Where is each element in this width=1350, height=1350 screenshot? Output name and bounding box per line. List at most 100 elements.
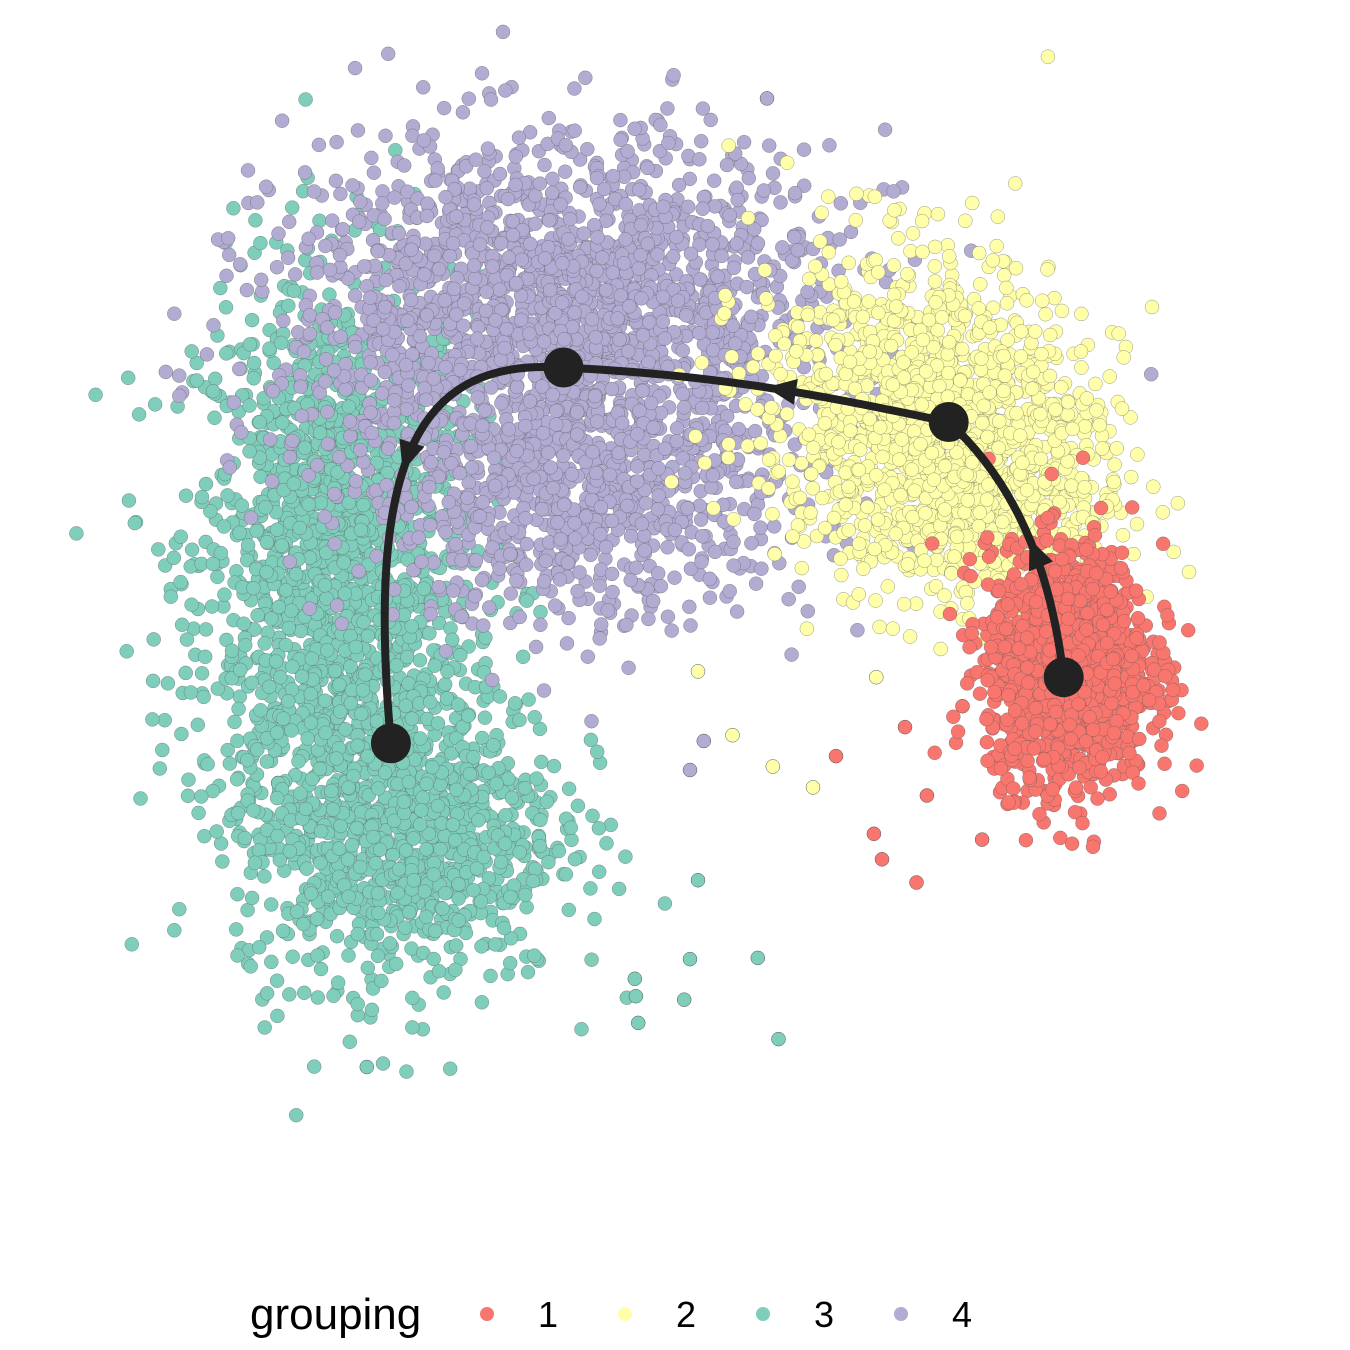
data-point xyxy=(461,91,477,106)
data-point xyxy=(555,256,570,271)
data-point xyxy=(480,141,496,156)
data-point xyxy=(722,583,737,599)
data-point xyxy=(474,66,490,81)
data-point xyxy=(431,261,447,277)
data-point xyxy=(232,361,247,377)
data-point xyxy=(505,227,521,243)
data-point xyxy=(1143,366,1159,382)
data-point xyxy=(237,638,253,653)
data-point xyxy=(466,882,481,898)
data-point xyxy=(653,117,668,133)
data-point xyxy=(243,959,258,974)
data-point xyxy=(396,794,412,810)
data-point xyxy=(589,414,605,429)
data-point xyxy=(416,133,432,148)
data-point xyxy=(850,622,865,638)
data-point xyxy=(401,904,417,920)
data-point xyxy=(404,499,419,515)
data-point xyxy=(341,889,356,904)
data-point xyxy=(559,636,575,651)
data-point xyxy=(311,137,327,153)
data-point xyxy=(348,339,363,355)
data-point xyxy=(485,259,500,274)
data-point xyxy=(467,271,483,286)
data-point xyxy=(285,949,300,964)
data-point xyxy=(493,235,509,251)
data-point xyxy=(265,383,281,399)
data-point xyxy=(385,347,400,363)
data-point xyxy=(576,226,592,241)
data-point xyxy=(249,523,265,539)
data-point xyxy=(317,509,332,524)
data-point xyxy=(705,325,720,340)
data-point xyxy=(657,896,673,911)
data-point xyxy=(276,313,291,329)
data-point xyxy=(832,232,847,247)
data-point xyxy=(356,454,371,470)
data-point xyxy=(196,689,211,705)
data-point xyxy=(179,632,195,647)
data-point xyxy=(727,336,743,351)
data-point xyxy=(736,134,752,150)
data-point xyxy=(474,939,489,954)
data-point xyxy=(486,738,501,753)
data-point xyxy=(492,166,508,182)
data-point xyxy=(631,182,647,198)
data-point xyxy=(350,738,365,753)
data-point xyxy=(294,669,310,684)
data-point xyxy=(145,712,160,727)
data-point xyxy=(497,836,513,851)
data-point xyxy=(345,178,360,193)
data-point xyxy=(478,630,493,645)
data-point xyxy=(508,149,524,164)
data-point xyxy=(590,230,605,245)
data-point xyxy=(599,836,614,851)
data-point xyxy=(640,160,655,176)
data-point xyxy=(400,313,415,329)
data-point xyxy=(415,80,431,95)
data-point xyxy=(274,538,289,553)
series-3 xyxy=(69,92,786,1123)
data-point xyxy=(692,498,707,513)
data-point xyxy=(445,817,461,833)
data-point xyxy=(331,841,347,856)
data-point xyxy=(354,706,369,722)
data-point xyxy=(318,725,333,741)
data-point xyxy=(259,534,275,550)
data-point xyxy=(322,262,338,278)
data-point xyxy=(729,180,744,195)
data-point xyxy=(327,486,342,502)
data-point xyxy=(302,326,318,342)
data-point xyxy=(152,761,168,776)
data-point xyxy=(460,708,476,724)
data-point xyxy=(472,237,488,252)
data-point xyxy=(437,677,453,692)
data-point xyxy=(298,801,314,817)
data-point xyxy=(269,725,285,740)
data-point xyxy=(310,990,326,1005)
data-point xyxy=(281,214,297,230)
data-point xyxy=(483,380,499,395)
data-point xyxy=(269,973,285,988)
data-point xyxy=(633,217,649,233)
data-point xyxy=(281,298,296,313)
data-point xyxy=(352,859,368,875)
data-point xyxy=(356,259,372,274)
data-point xyxy=(682,951,698,967)
data-point xyxy=(293,786,308,801)
data-point xyxy=(476,849,491,865)
data-point xyxy=(356,497,371,513)
data-point xyxy=(537,251,553,266)
data-point xyxy=(287,267,303,282)
data-point xyxy=(278,583,294,598)
data-point xyxy=(288,1107,304,1123)
data-point xyxy=(266,355,281,371)
data-point xyxy=(714,248,729,264)
data-point xyxy=(503,586,519,601)
data-point xyxy=(773,195,788,210)
data-point xyxy=(494,396,509,411)
data-point xyxy=(750,950,766,966)
data-point xyxy=(221,247,237,263)
data-point xyxy=(528,639,544,655)
data-point xyxy=(719,157,735,173)
